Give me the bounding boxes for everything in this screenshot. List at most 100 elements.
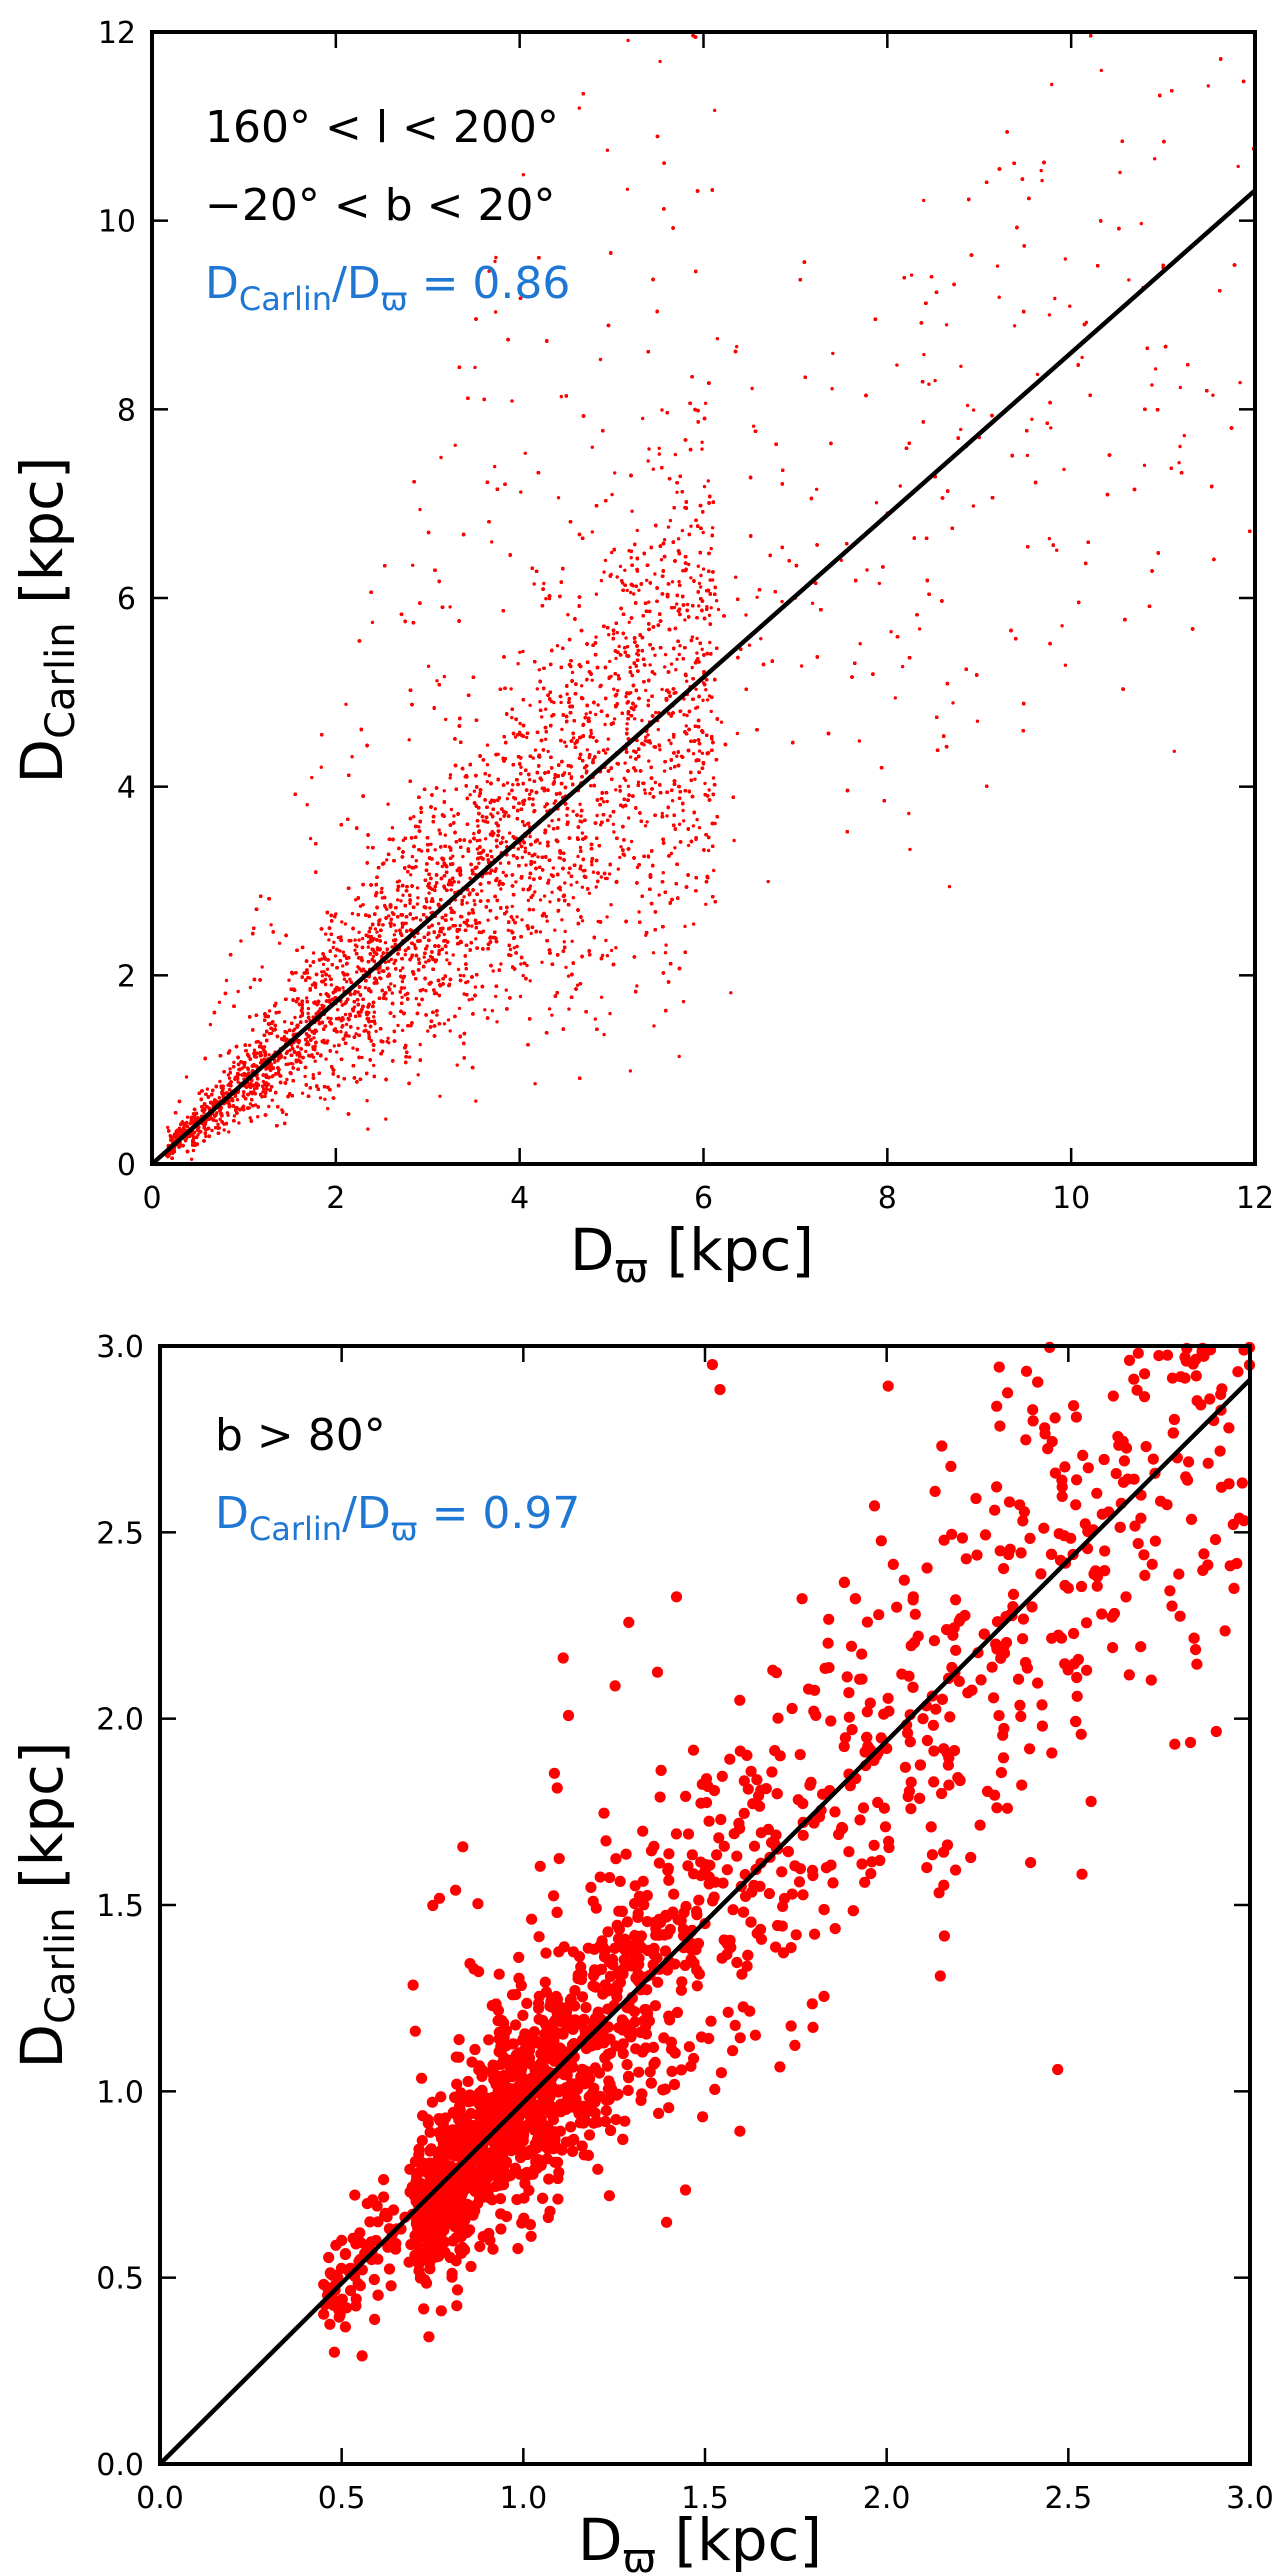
top-scatter-point: [468, 793, 472, 797]
top-scatter-point: [350, 911, 355, 916]
top-scatter-point: [490, 540, 494, 544]
top-scatter-point: [324, 1057, 328, 1061]
top-scatter-point: [341, 986, 345, 990]
top-scatter-point: [608, 814, 612, 818]
top-scatter-point: [318, 1096, 323, 1100]
top-scatter-point: [494, 994, 498, 999]
top-scatter-point: [345, 980, 349, 984]
top-scatter-point: [208, 1022, 213, 1027]
top-scatter-point: [607, 872, 612, 876]
top-scatter-point: [594, 712, 598, 717]
top-scatter-point: [628, 665, 632, 670]
top-scatter-point: [520, 855, 525, 860]
top-scatter-point: [1050, 82, 1054, 87]
top-scatter-point: [706, 848, 711, 853]
top-scatter-point: [252, 1087, 257, 1091]
top-scatter-point: [444, 717, 448, 722]
top-scatter-point: [594, 635, 598, 639]
top-scatter-point: [623, 761, 627, 765]
top-scatter-point: [425, 944, 429, 948]
top-scatter-point: [528, 703, 532, 707]
top-scatter-point: [390, 991, 394, 995]
top-scatter-point: [646, 459, 650, 463]
top-scatter-point: [676, 537, 681, 541]
top-scatter-point: [401, 893, 405, 897]
top-scatter-point: [971, 504, 976, 508]
top-scatter-point: [538, 700, 542, 704]
top-scatter-point: [429, 842, 433, 846]
top-scatter-point: [452, 814, 456, 818]
top-scatter-point: [645, 578, 649, 582]
top-scatter-point: [685, 679, 689, 683]
top-scatter-point: [189, 1157, 194, 1162]
top-scatter-point: [341, 964, 345, 968]
top-scatter-point: [600, 953, 605, 958]
top-scatter-point: [559, 394, 563, 399]
top-scatter-point: [606, 747, 610, 751]
top-scatter-point: [374, 1029, 378, 1034]
top-scatter-point: [491, 969, 495, 973]
top-scatter-point: [677, 580, 681, 584]
top-scatter-point: [614, 656, 618, 661]
top-scatter-point: [750, 386, 754, 391]
top-scatter-point: [291, 1029, 295, 1033]
top-scatter-point: [1211, 393, 1215, 397]
top-scatter-point: [510, 399, 514, 403]
top-scatter-point: [326, 1016, 330, 1020]
top-scatter-point: [1012, 324, 1017, 328]
top-scatter-point: [1172, 749, 1177, 753]
top-scatter-point: [629, 556, 633, 560]
top-scatter-point: [1040, 178, 1044, 183]
top-scatter-point: [516, 662, 520, 666]
top-scatter-point: [248, 985, 253, 990]
top-scatter-point: [965, 403, 970, 408]
top-scatter-point: [670, 799, 675, 803]
top-scatter-point: [680, 528, 685, 533]
top-scatter-point: [550, 890, 554, 894]
top-scatter-point: [616, 688, 620, 693]
top-scatter-point: [284, 1062, 288, 1067]
top-scatter-point: [521, 973, 525, 978]
top-scatter-point: [694, 687, 698, 691]
top-scatter-point: [499, 962, 503, 966]
top-scatter-point: [282, 1034, 287, 1039]
top-scatter-point: [622, 776, 626, 780]
top-scatter-point: [338, 949, 342, 953]
top-scatter-point: [590, 860, 594, 864]
top-scatter-point: [830, 387, 834, 391]
top-scatter-point: [442, 1022, 447, 1026]
top-scatter-point: [719, 720, 724, 724]
top-scatter-point: [1118, 170, 1122, 175]
top-scatter-point: [533, 890, 537, 894]
top-scatter-point: [580, 831, 585, 835]
top-scatter-point: [305, 803, 309, 807]
top-scatter-point: [712, 868, 716, 873]
top-scatter-point: [691, 922, 696, 926]
top-scatter-point: [387, 914, 391, 918]
top-scatter-point: [493, 464, 497, 469]
top-scatter-point: [682, 713, 686, 717]
top-scatter-point: [713, 108, 717, 113]
top-scatter-point: [475, 847, 479, 851]
top-scatter-point: [310, 983, 314, 987]
top-scatter-point: [511, 783, 515, 787]
top-scatter-point: [604, 938, 608, 943]
top-scatter-point: [464, 980, 468, 985]
top-scatter-point: [685, 602, 690, 607]
top-scatter-point: [1062, 467, 1066, 472]
top-scatter-point: [633, 717, 637, 721]
top-scatter-point: [555, 644, 560, 648]
top-scatter-point: [648, 791, 652, 796]
top-scatter-point: [662, 769, 667, 773]
top-scatter-point: [306, 1006, 311, 1011]
top-scatter-point: [531, 908, 536, 912]
top-scatter-point: [437, 828, 441, 832]
top-scatter-point: [485, 743, 490, 747]
top-scatter-point: [300, 1091, 305, 1095]
top-scatter-point: [653, 672, 657, 676]
top-scatter-point: [1127, 278, 1131, 282]
top-scatter-point: [305, 996, 309, 1000]
top-scatter-point: [544, 707, 548, 711]
top-scatter-point: [630, 509, 634, 513]
top-scatter-point: [536, 855, 540, 859]
